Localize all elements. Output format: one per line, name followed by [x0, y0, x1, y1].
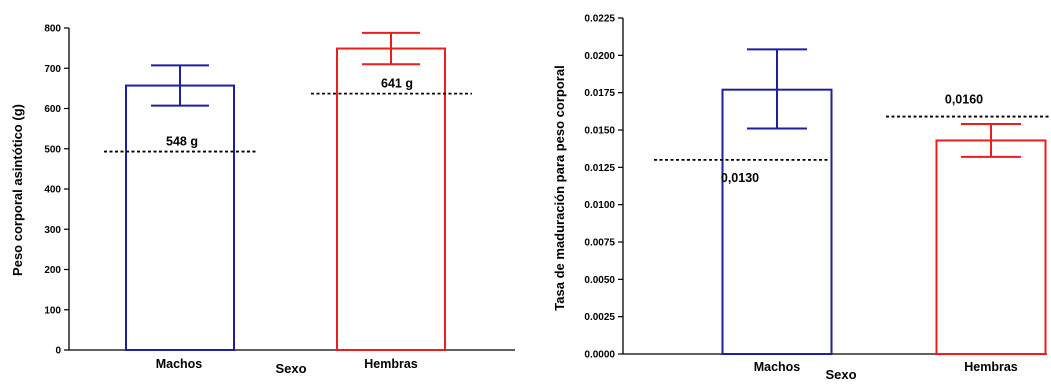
- reference-label: 0,0160: [945, 93, 983, 107]
- chart-left-svg: 0 100 200 300 400 500 600 700 800 548 g 641 g Mac…: [10, 24, 515, 376]
- y-tick-label: 300: [44, 225, 61, 236]
- y-tick-label: 0.0000: [584, 350, 615, 361]
- x-category-label: Machos: [754, 360, 801, 374]
- x-axis-title: Sexo: [825, 367, 856, 382]
- chart-left-plot: 0 100 200 300 400 500 600 700 800 548 g 641 g Mac…: [10, 24, 515, 376]
- y-tick-label: 200: [44, 265, 61, 276]
- y-tick-label: 400: [44, 185, 61, 196]
- y-tick-label: 0: [55, 346, 61, 357]
- x-category-label: Hembras: [364, 357, 418, 371]
- x-category-label: Machos: [156, 357, 203, 371]
- y-tick-label: 0.0200: [584, 51, 615, 62]
- x-category-label: Hembras: [964, 360, 1018, 374]
- y-tick-label: 700: [44, 64, 61, 75]
- y-tick-label: 0.0225: [584, 14, 615, 25]
- y-tick-label: 600: [44, 104, 61, 115]
- y-tick-label: 100: [44, 305, 61, 316]
- y-tick-label: 0.0125: [584, 163, 615, 174]
- bar-hembras: [935, 139, 1047, 355]
- y-tick-label: 0.0025: [584, 312, 615, 323]
- y-tick-label: 500: [44, 144, 61, 155]
- y-tick-label: 0.0100: [584, 200, 615, 211]
- y-tick-label: 0.0175: [584, 88, 615, 99]
- y-tick-label: 800: [44, 24, 61, 35]
- chart-right-plot: 0.0000 0.0025 0.0050 0.0075 0.0100 0.0125 0.01…: [552, 14, 1051, 382]
- y-tick-label: 0.0050: [584, 275, 615, 286]
- reference-label: 641 g: [381, 77, 413, 91]
- y-tick-label: 0.0150: [584, 126, 615, 137]
- reference-label: 0,0130: [721, 171, 759, 185]
- x-axis-title: Sexo: [275, 361, 306, 376]
- reference-label: 548 g: [166, 135, 198, 149]
- y-axis-title: Peso corporal asintótico (g): [10, 104, 25, 276]
- y-axis-title: Tasa de maduración para peso corporal: [552, 65, 567, 310]
- chart-left-panel: 0 100 200 300 400 500 600 700 800 548 g 641 g Mac…: [0, 0, 520, 386]
- y-tick-label: 0.0075: [584, 238, 615, 249]
- chart-right-svg: 0.0000 0.0025 0.0050 0.0075 0.0100 0.0125 0.01…: [552, 14, 1051, 382]
- bar-machos: [125, 84, 235, 352]
- chart-right-panel: 0.0000 0.0025 0.0050 0.0075 0.0100 0.0125 0.01…: [520, 0, 1051, 386]
